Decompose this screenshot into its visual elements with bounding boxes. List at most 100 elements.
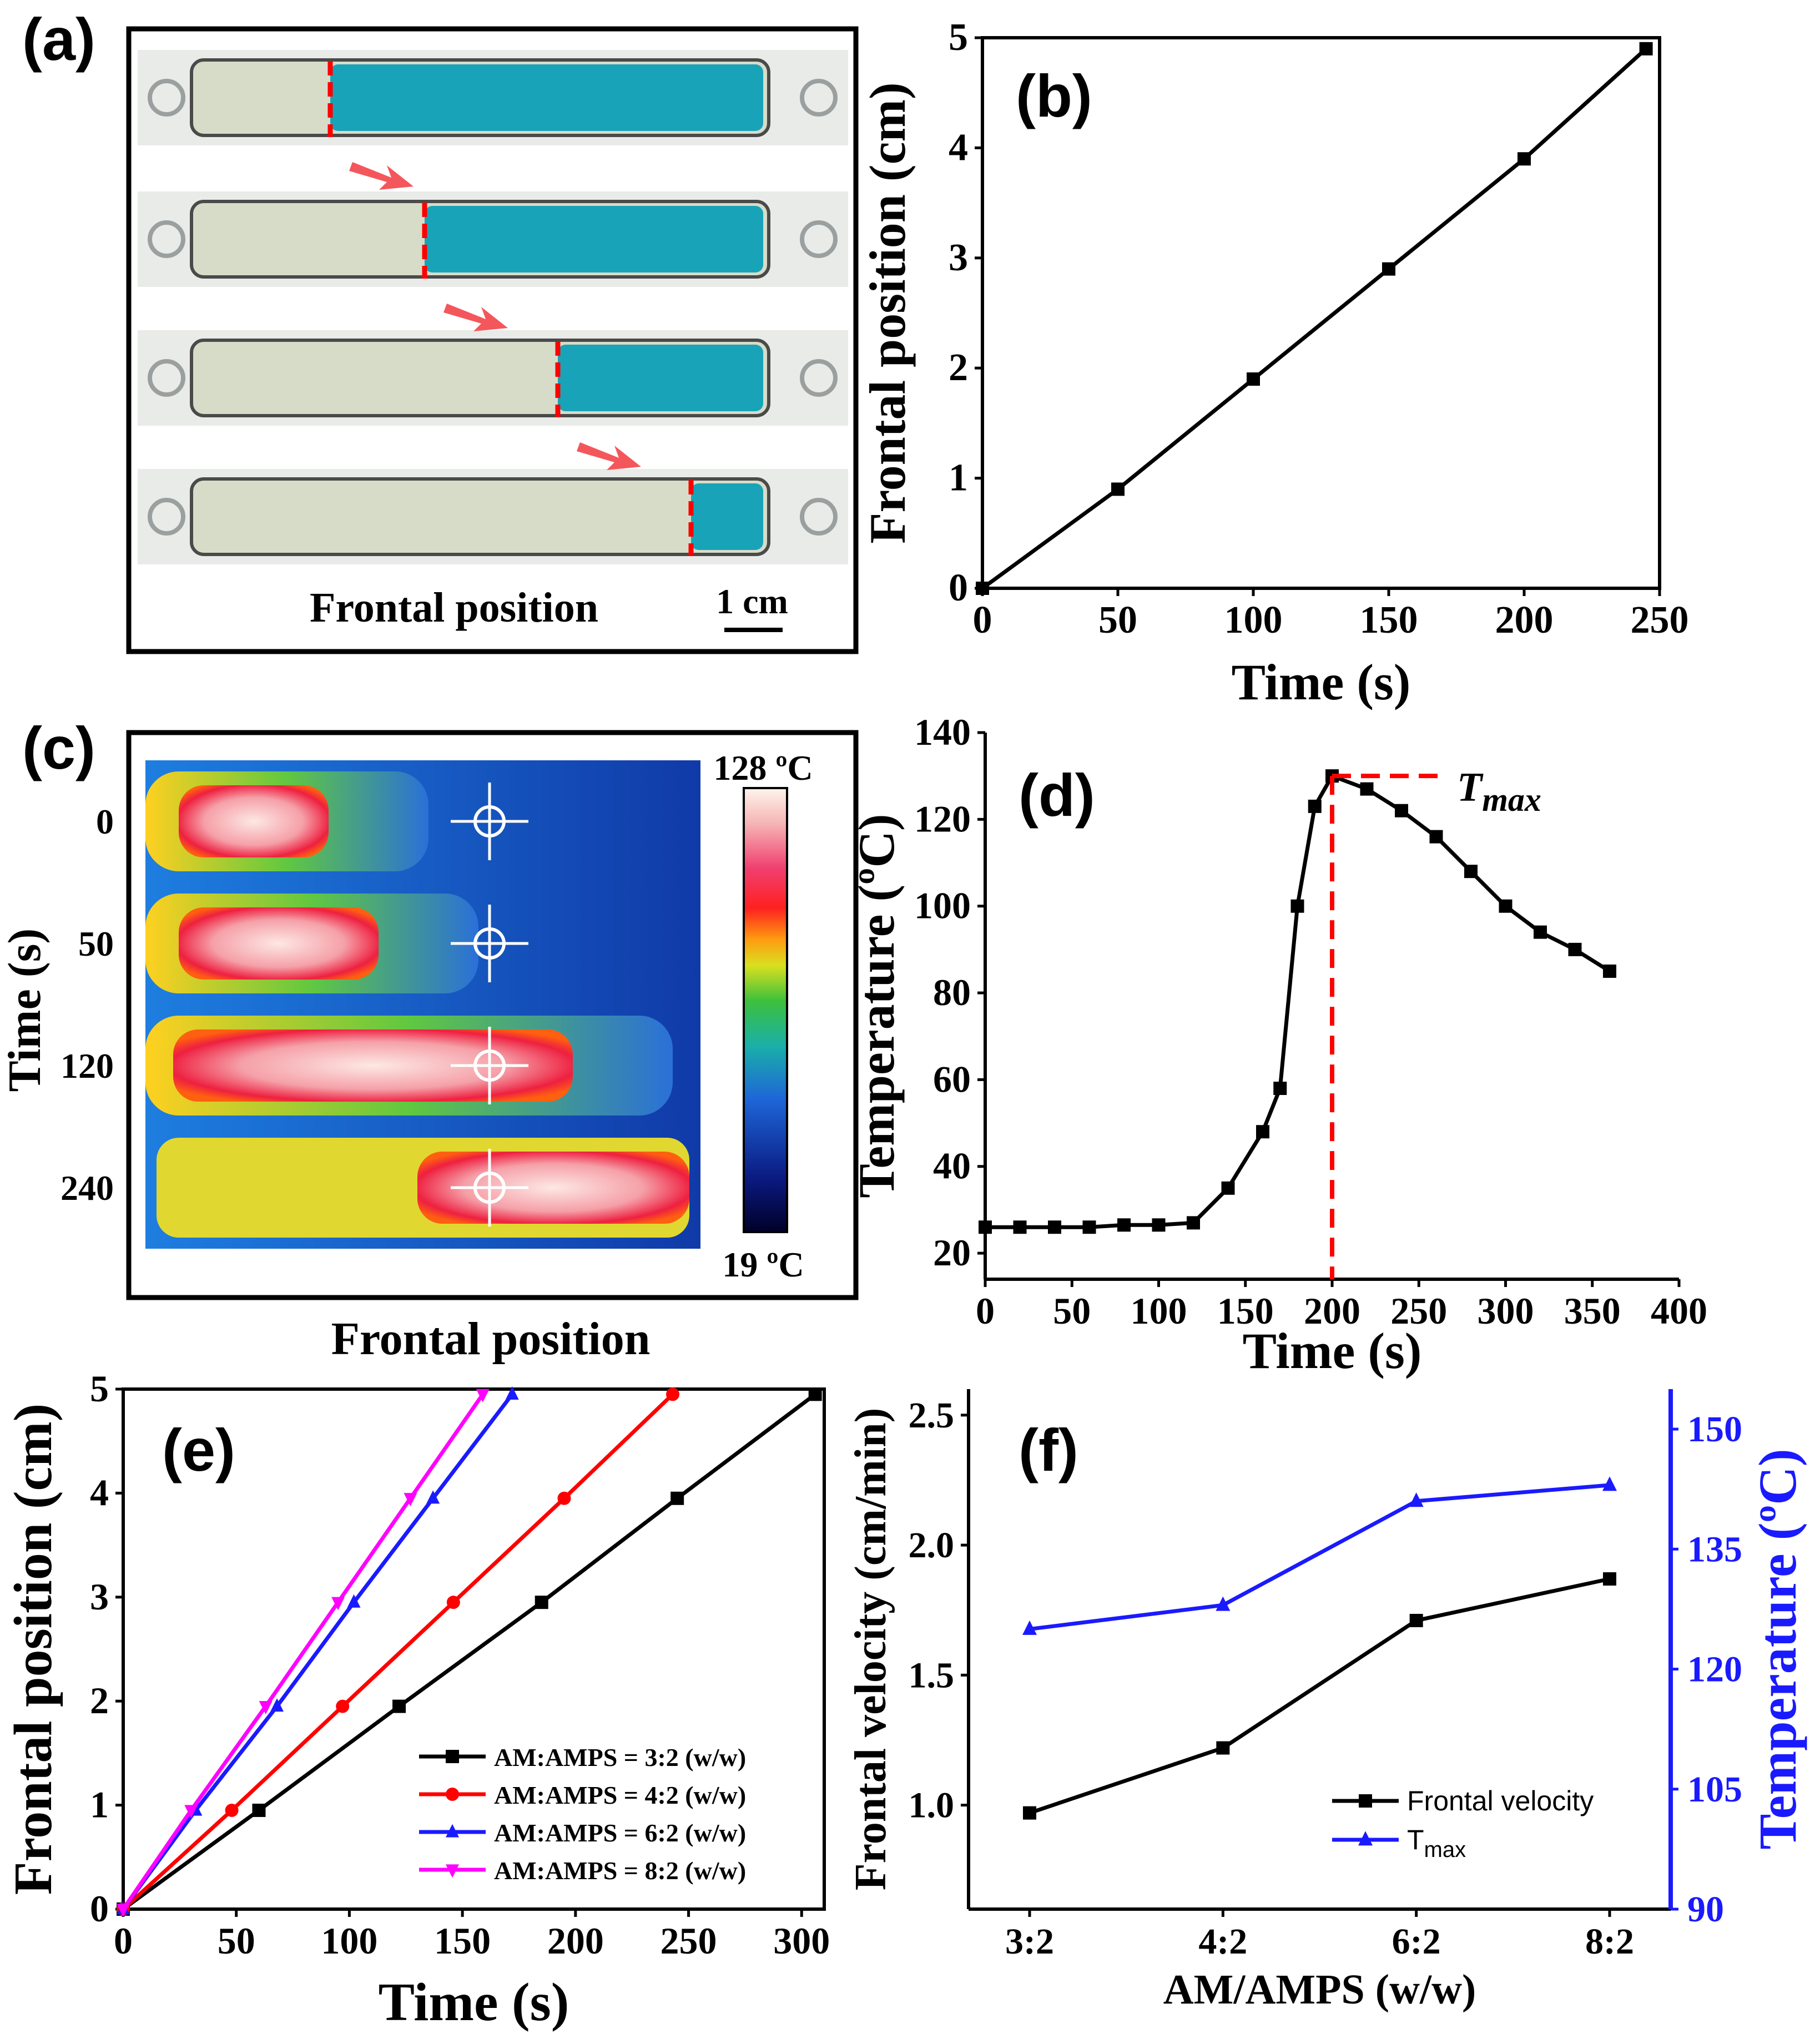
data-point [117, 1904, 130, 1917]
y-tick-label: 60 [933, 1058, 971, 1100]
y-axis-label: Frontal velocity (cm/min) [846, 1408, 895, 1890]
time-row-label: 240 [61, 1168, 114, 1208]
y-tick-label: 1 [949, 457, 968, 499]
chart-e: 0 50 100 150 200 250 300 0 1 2 3 4 5 Time (s) Frontal … [3, 1367, 830, 2032]
data-point [557, 1491, 571, 1505]
x-tick-label: 150 [1217, 1290, 1274, 1332]
data-point [426, 1490, 440, 1504]
data-point [1308, 799, 1322, 813]
tube-end-loop [148, 498, 185, 536]
x-tick-label: 100 [1131, 1290, 1187, 1332]
data-point [392, 1699, 406, 1713]
data-point [1152, 1218, 1166, 1232]
y-tick-label: 0 [949, 567, 968, 609]
panel-a-caption: Frontal position [310, 584, 598, 631]
x-tick-label: 100 [321, 1920, 377, 1962]
y-tick-label: 3 [90, 1576, 109, 1618]
colorbar [743, 787, 788, 1233]
x-tick-label: 350 [1564, 1290, 1621, 1332]
data-point [446, 1824, 459, 1838]
y-tick-label: 140 [914, 711, 971, 753]
tube-end-loop [148, 359, 185, 397]
x-tick-label: 0 [973, 599, 992, 642]
tube-photos [138, 50, 848, 564]
x-axis-label: Time (s) [1243, 1323, 1422, 1379]
plot-frame [981, 36, 1661, 590]
data-point [1395, 804, 1408, 817]
chart-b: 0 50 100 150 200 250 0 1 2 3 4 5 Time (s) Frontal pos… [859, 16, 1689, 710]
data-point [1382, 262, 1395, 276]
y-axis-label: Frontal position (cm) [859, 82, 916, 543]
data-point [404, 1493, 417, 1507]
data-point [446, 1864, 459, 1878]
colorbar-min: 19 ºC [722, 1245, 804, 1284]
y-tick-label: 0 [90, 1887, 109, 1930]
x-axis-label: AM/AMPS (w/w) [1163, 1966, 1476, 2013]
series-line [122, 1393, 485, 1910]
x-tick-label: 400 [1651, 1290, 1707, 1332]
chart-d: 0 50 100 150 200 250 300 350 400 20 40 60 80 100 120 14… [848, 711, 1707, 1379]
y-tick-label: 2 [949, 346, 968, 389]
thermal-image: 0 50 120 240 [61, 760, 700, 1249]
y-tick-label: 5 [90, 1367, 109, 1410]
x-tick-label: 50 [218, 1920, 255, 1962]
series-line [122, 1393, 514, 1911]
data-point [1517, 152, 1531, 166]
y2-tick-label: 120 [1687, 1649, 1742, 1690]
legend-label: Tmax [1407, 1824, 1466, 1862]
series-line [981, 47, 1647, 590]
data-point [1111, 482, 1125, 496]
data-point [1360, 782, 1374, 796]
x-tick-label: 6:2 [1392, 1921, 1441, 1962]
data-point [1082, 1220, 1096, 1234]
x-tick-label: 3:2 [1005, 1921, 1054, 1962]
x-tick-label: 4:2 [1198, 1921, 1247, 1962]
time-row-label: 0 [96, 802, 114, 841]
y2-axis-label: Temperature (ºC) [1748, 1448, 1807, 1849]
y-tick-label: 4 [949, 126, 968, 169]
data-point [1358, 1831, 1373, 1846]
data-point [476, 1389, 490, 1402]
progress-arrows [349, 162, 641, 470]
thermal-hot-zone [179, 785, 329, 857]
data-point [270, 1698, 284, 1712]
data-point [1117, 1218, 1131, 1232]
y-tick-label: 120 [914, 798, 971, 840]
y-tick-label: 2.5 [909, 1395, 955, 1436]
panel-label: (f) [1019, 1416, 1078, 1483]
data-point [184, 1805, 198, 1819]
data-point [670, 1491, 684, 1505]
legend-label: AM:AMPS = 8:2 (w/w) [494, 1856, 746, 1885]
panel-c: (c) Time (s) 0 50 120 240 128 ºC 19 ºC Fron… [0, 714, 859, 1365]
y2-tick-label: 105 [1687, 1769, 1742, 1810]
x-axis-label: Time (s) [1232, 654, 1411, 710]
y2-tick-label: 150 [1687, 1409, 1742, 1450]
y-tick-label: 4 [90, 1471, 109, 1513]
data-point [535, 1596, 548, 1609]
x-tick-label: 0 [976, 1290, 995, 1332]
plot-frame [122, 1387, 826, 1911]
progress-arrow [349, 162, 414, 190]
x-tick-label: 300 [1478, 1290, 1534, 1332]
tube-end-loop [148, 79, 185, 117]
data-point [505, 1386, 519, 1400]
data-point [1013, 1220, 1027, 1234]
data-point [1048, 1220, 1061, 1234]
thermal-hot-zone [173, 1029, 573, 1102]
x-tick-label: 50 [1098, 599, 1137, 642]
x-tick-label: 150 [434, 1920, 491, 1962]
panel-a-frame [126, 26, 859, 654]
y-tick-label: 40 [933, 1145, 971, 1187]
panel-c-caption: Frontal position [331, 1313, 651, 1365]
data-point [1602, 1476, 1617, 1491]
data-point [1221, 1181, 1235, 1195]
legend-label: Frontal velocity [1407, 1785, 1594, 1816]
data-point [1534, 925, 1547, 939]
data-point [446, 1750, 459, 1763]
progress-arrow [443, 304, 508, 331]
x-tick-label: 100 [1224, 599, 1283, 642]
x-tick-label: 150 [1360, 599, 1418, 642]
thermal-hot-zone [417, 1152, 689, 1224]
tube-unreacted [330, 64, 763, 131]
data-point [1256, 1125, 1269, 1139]
